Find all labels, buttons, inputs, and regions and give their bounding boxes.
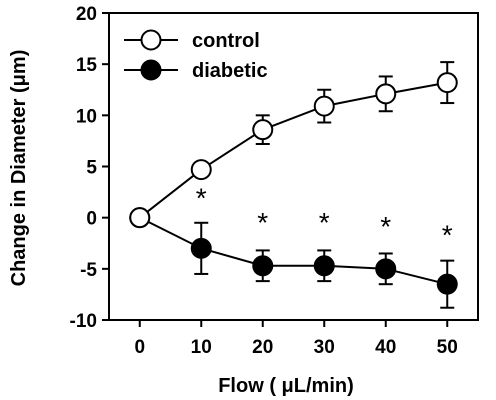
data-point — [375, 83, 397, 105]
significance-marker: * — [319, 207, 330, 238]
y-tick-label: 10 — [76, 106, 97, 127]
annotation-layer: * * * * * — [196, 182, 453, 250]
data-point — [252, 119, 274, 141]
legend-label: control — [192, 30, 260, 52]
y-tick-label: 5 — [86, 158, 97, 179]
data-point — [436, 72, 458, 94]
series-diabetic — [129, 207, 458, 309]
x-tick-label: 10 — [191, 337, 212, 358]
x-tick-label: 20 — [252, 337, 273, 358]
data-point — [375, 258, 397, 280]
plot-area — [108, 12, 479, 321]
y-tick-label: 0 — [86, 209, 97, 230]
series-control — [129, 61, 458, 229]
y-axis-ticks: -10 -5 0 5 10 15 20 — [70, 4, 109, 332]
significance-marker: * — [442, 219, 453, 250]
series-line — [139, 81, 448, 219]
significance-marker: * — [380, 211, 391, 242]
series-line — [139, 216, 448, 286]
y-tick-label: -5 — [80, 260, 97, 281]
significance-marker: * — [196, 182, 207, 213]
y-tick-label: 20 — [76, 4, 97, 25]
y-tick-label: -10 — [70, 311, 97, 332]
x-tick-label: 0 — [134, 337, 145, 358]
x-tick-label: 30 — [314, 337, 335, 358]
data-point — [252, 255, 274, 277]
x-axis-ticks: 0 10 20 30 40 50 — [134, 320, 458, 358]
plot-frame — [108, 12, 479, 321]
data-point — [129, 207, 151, 229]
x-axis-label: Flow ( μL/min) — [218, 375, 354, 397]
legend-marker — [140, 59, 162, 81]
legend-marker — [140, 29, 162, 51]
x-tick-label: 40 — [375, 337, 396, 358]
y-tick-label: 15 — [76, 55, 98, 76]
legend-label: diabetic — [192, 60, 268, 82]
data-point — [313, 255, 335, 277]
significance-marker: * — [257, 207, 268, 238]
data-point — [436, 273, 458, 295]
data-point — [313, 95, 335, 117]
data-point — [190, 237, 212, 259]
legend: control diabetic — [124, 29, 268, 82]
data-point — [190, 159, 212, 181]
x-tick-label: 50 — [437, 337, 458, 358]
series-layer — [129, 61, 458, 309]
y-axis-label: Change in Diameter (μm) — [8, 50, 30, 287]
